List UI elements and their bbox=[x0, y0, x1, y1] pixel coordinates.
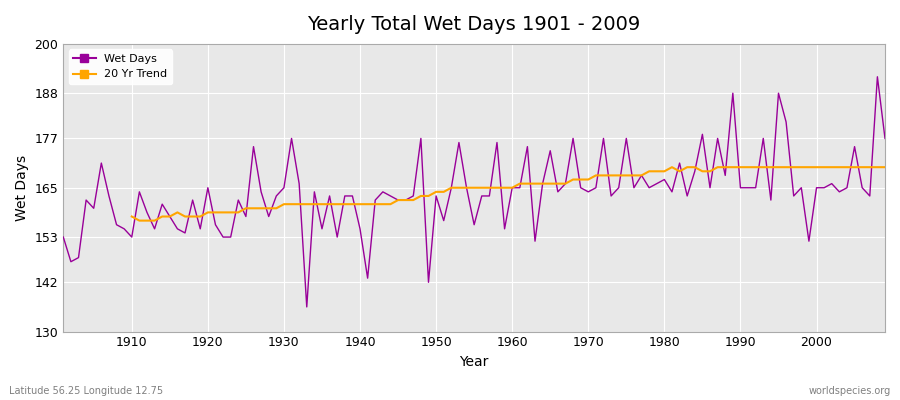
Legend: Wet Days, 20 Yr Trend: Wet Days, 20 Yr Trend bbox=[68, 50, 172, 84]
Y-axis label: Wet Days: Wet Days bbox=[15, 155, 29, 221]
Text: worldspecies.org: worldspecies.org bbox=[809, 386, 891, 396]
X-axis label: Year: Year bbox=[460, 355, 489, 369]
Text: Latitude 56.25 Longitude 12.75: Latitude 56.25 Longitude 12.75 bbox=[9, 386, 163, 396]
Title: Yearly Total Wet Days 1901 - 2009: Yearly Total Wet Days 1901 - 2009 bbox=[308, 15, 641, 34]
